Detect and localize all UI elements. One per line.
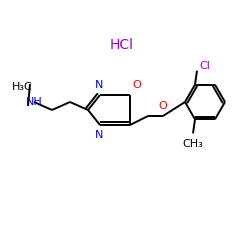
Text: N: N bbox=[95, 130, 103, 140]
Text: O: O bbox=[132, 80, 141, 90]
Text: CH₃: CH₃ bbox=[182, 139, 204, 149]
Text: NH: NH bbox=[26, 97, 42, 107]
Text: N: N bbox=[95, 80, 103, 90]
Text: O: O bbox=[159, 101, 168, 111]
Text: Cl: Cl bbox=[199, 61, 210, 71]
Text: H₃C: H₃C bbox=[12, 82, 32, 92]
Text: HCl: HCl bbox=[110, 38, 134, 52]
